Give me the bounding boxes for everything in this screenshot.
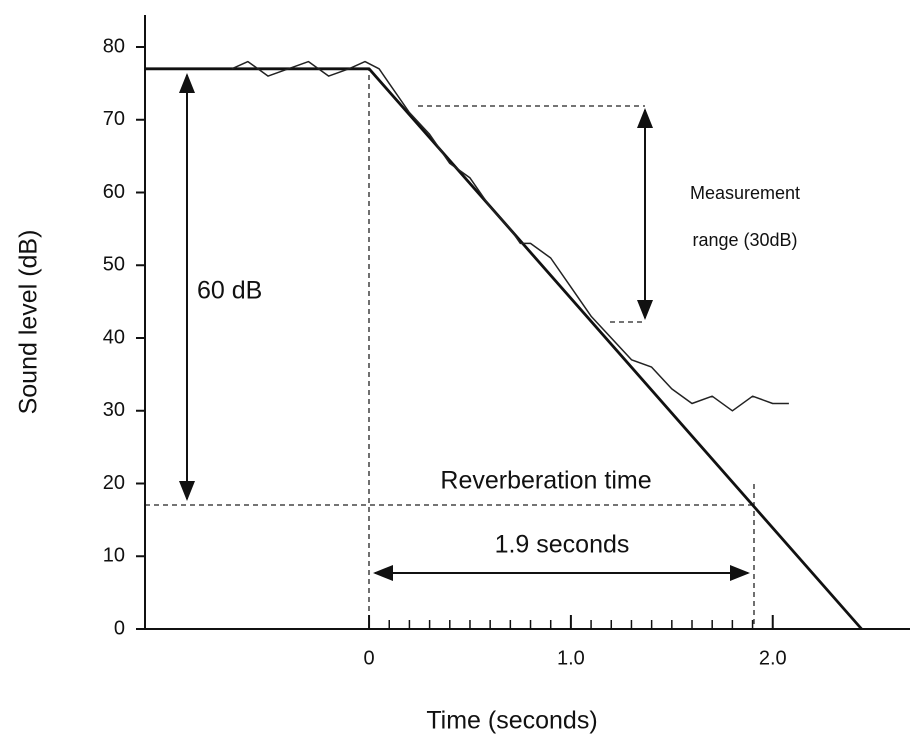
guides [145, 69, 755, 629]
y-tick-label: 60 [103, 181, 125, 203]
annotation: Reverberation time [440, 467, 651, 495]
x-axis-title: Time (seconds) [426, 707, 597, 735]
y-axis-title: Sound level (dB) [15, 230, 43, 415]
y-tick-label: 80 [103, 35, 125, 57]
y-tick-label: 70 [103, 108, 125, 130]
y-tick-label: 0 [114, 617, 125, 639]
annotation: Measurement [690, 183, 800, 203]
y-tick-label: 10 [103, 545, 125, 567]
annotation: 1.9 seconds [495, 531, 630, 559]
annotation: range (30dB) [692, 230, 797, 250]
x-tick-label: 1.0 [557, 647, 585, 669]
series-line [231, 60, 789, 412]
x-tick-label: 2.0 [759, 647, 787, 669]
series-line [145, 67, 863, 630]
y-tick-label: 20 [103, 472, 125, 494]
annotation: 60 dB [197, 277, 262, 305]
y-tick-label: 30 [103, 399, 125, 421]
y-tick-label: 40 [103, 326, 125, 348]
y-tick-label: 50 [103, 254, 125, 276]
x-tick-label: 0 [363, 647, 374, 669]
